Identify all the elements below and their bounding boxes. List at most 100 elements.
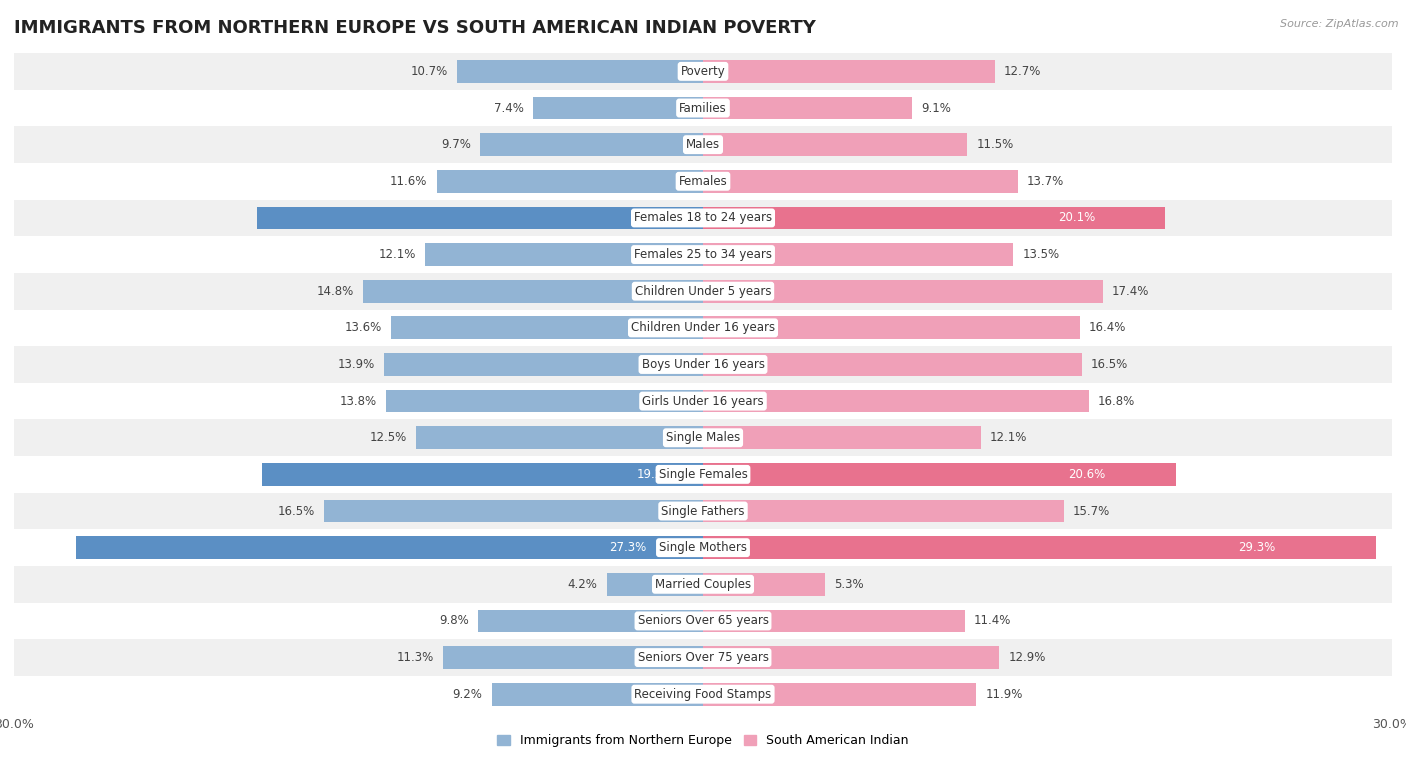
Bar: [606, 573, 703, 596]
Bar: [363, 280, 703, 302]
Text: Married Couples: Married Couples: [655, 578, 751, 590]
Bar: [14, 199, 1392, 236]
Text: Source: ZipAtlas.com: Source: ZipAtlas.com: [1281, 19, 1399, 29]
Text: 11.3%: 11.3%: [396, 651, 434, 664]
Text: 11.9%: 11.9%: [986, 688, 1022, 700]
Text: 16.5%: 16.5%: [1091, 358, 1129, 371]
Bar: [703, 427, 981, 449]
Text: 13.6%: 13.6%: [344, 321, 381, 334]
Text: 13.7%: 13.7%: [1026, 175, 1064, 188]
Bar: [262, 463, 703, 486]
Text: 12.7%: 12.7%: [1004, 65, 1042, 78]
Text: 12.1%: 12.1%: [990, 431, 1028, 444]
Bar: [14, 346, 1392, 383]
Bar: [703, 390, 1088, 412]
Text: 12.5%: 12.5%: [370, 431, 406, 444]
Bar: [14, 127, 1392, 163]
Bar: [437, 170, 703, 193]
Bar: [14, 456, 1392, 493]
Text: 16.8%: 16.8%: [1098, 395, 1135, 408]
Bar: [481, 133, 703, 156]
Bar: [391, 317, 703, 339]
Bar: [14, 236, 1392, 273]
Text: 14.8%: 14.8%: [316, 285, 354, 298]
Bar: [323, 500, 703, 522]
Text: Children Under 16 years: Children Under 16 years: [631, 321, 775, 334]
Text: Poverty: Poverty: [681, 65, 725, 78]
Bar: [703, 133, 967, 156]
Bar: [703, 97, 912, 119]
Text: Seniors Over 65 years: Seniors Over 65 years: [637, 615, 769, 628]
Text: Girls Under 16 years: Girls Under 16 years: [643, 395, 763, 408]
Text: Single Mothers: Single Mothers: [659, 541, 747, 554]
Text: 10.7%: 10.7%: [411, 65, 449, 78]
Text: 19.4%: 19.4%: [636, 211, 673, 224]
Text: 9.1%: 9.1%: [921, 102, 950, 114]
Bar: [703, 609, 965, 632]
Text: 20.1%: 20.1%: [1059, 211, 1095, 224]
Text: Seniors Over 75 years: Seniors Over 75 years: [637, 651, 769, 664]
Bar: [703, 170, 1018, 193]
Bar: [703, 317, 1080, 339]
Bar: [533, 97, 703, 119]
Text: Females 18 to 24 years: Females 18 to 24 years: [634, 211, 772, 224]
Text: Females 25 to 34 years: Females 25 to 34 years: [634, 248, 772, 261]
Bar: [703, 463, 1175, 486]
Bar: [14, 566, 1392, 603]
Text: 27.3%: 27.3%: [609, 541, 647, 554]
Bar: [703, 537, 1376, 559]
Text: 7.4%: 7.4%: [494, 102, 524, 114]
Bar: [425, 243, 703, 266]
Bar: [703, 207, 1164, 229]
Text: Single Females: Single Females: [658, 468, 748, 481]
Bar: [14, 273, 1392, 309]
Bar: [478, 609, 703, 632]
Bar: [703, 243, 1012, 266]
Text: Receiving Food Stamps: Receiving Food Stamps: [634, 688, 772, 700]
Text: 9.8%: 9.8%: [439, 615, 468, 628]
Bar: [14, 639, 1392, 676]
Bar: [14, 493, 1392, 529]
Text: 13.8%: 13.8%: [340, 395, 377, 408]
Bar: [703, 500, 1063, 522]
Bar: [14, 163, 1392, 199]
Text: Families: Families: [679, 102, 727, 114]
Bar: [14, 419, 1392, 456]
Text: Single Males: Single Males: [666, 431, 740, 444]
Text: 15.7%: 15.7%: [1073, 505, 1109, 518]
Bar: [703, 60, 994, 83]
Bar: [457, 60, 703, 83]
Bar: [14, 309, 1392, 346]
Bar: [387, 390, 703, 412]
Text: 12.9%: 12.9%: [1008, 651, 1046, 664]
Text: 12.1%: 12.1%: [378, 248, 416, 261]
Text: 19.2%: 19.2%: [637, 468, 675, 481]
Bar: [703, 683, 976, 706]
Text: Single Fathers: Single Fathers: [661, 505, 745, 518]
Text: IMMIGRANTS FROM NORTHERN EUROPE VS SOUTH AMERICAN INDIAN POVERTY: IMMIGRANTS FROM NORTHERN EUROPE VS SOUTH…: [14, 19, 815, 37]
Bar: [703, 353, 1083, 376]
Bar: [14, 529, 1392, 566]
Bar: [703, 280, 1102, 302]
Bar: [14, 383, 1392, 419]
Text: 5.3%: 5.3%: [834, 578, 863, 590]
Text: 17.4%: 17.4%: [1112, 285, 1149, 298]
Text: 9.2%: 9.2%: [453, 688, 482, 700]
Bar: [492, 683, 703, 706]
Text: Children Under 5 years: Children Under 5 years: [634, 285, 772, 298]
Bar: [14, 53, 1392, 89]
Bar: [703, 573, 825, 596]
Text: Females: Females: [679, 175, 727, 188]
Text: 9.7%: 9.7%: [441, 138, 471, 151]
Text: 29.3%: 29.3%: [1237, 541, 1275, 554]
Bar: [14, 603, 1392, 639]
Text: Males: Males: [686, 138, 720, 151]
Bar: [76, 537, 703, 559]
Bar: [703, 647, 1000, 669]
Bar: [14, 676, 1392, 713]
Text: 16.5%: 16.5%: [277, 505, 315, 518]
Text: 13.5%: 13.5%: [1022, 248, 1059, 261]
Bar: [14, 89, 1392, 127]
Text: 13.9%: 13.9%: [337, 358, 374, 371]
Text: 11.5%: 11.5%: [976, 138, 1014, 151]
